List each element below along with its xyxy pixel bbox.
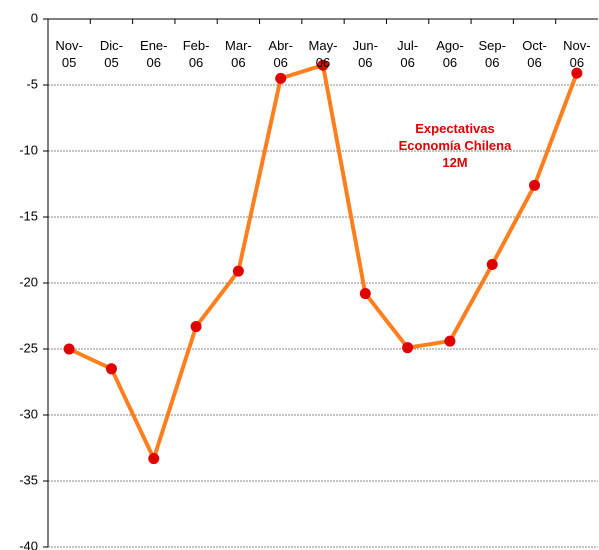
marker — [486, 259, 498, 271]
marker — [148, 453, 160, 465]
y-tick-label: -40 — [19, 538, 38, 550]
marker — [317, 59, 329, 71]
x-tick-label: Dic-05 — [99, 38, 123, 70]
marker — [105, 363, 117, 375]
x-tick-label: Abr-06 — [268, 38, 293, 70]
x-tick-label: Mar-06 — [225, 38, 252, 70]
x-tick-label: Jul-06 — [397, 38, 419, 70]
x-tick-label: Nov-05 — [55, 38, 83, 70]
marker — [232, 265, 244, 277]
y-tick-label: -35 — [19, 472, 38, 487]
marker — [529, 179, 541, 191]
marker — [571, 67, 583, 79]
x-tick-label: Jun-06 — [352, 38, 378, 70]
marker — [402, 342, 414, 354]
y-tick-label: 0 — [31, 10, 38, 25]
x-tick-label: Oct-06 — [522, 38, 547, 70]
marker — [275, 72, 287, 84]
y-tick-label: -25 — [19, 340, 38, 355]
y-tick-label: -30 — [19, 406, 38, 421]
y-tick-label: -20 — [19, 274, 38, 289]
x-tick-label: Ene-06 — [140, 38, 168, 70]
marker — [63, 343, 75, 355]
x-tick-label: Ago-06 — [436, 38, 464, 70]
annotation: Expectativas Economía Chilena 12M — [398, 121, 512, 170]
marker — [359, 288, 371, 300]
marker — [444, 335, 456, 347]
x-tick-label: Sep-06 — [478, 38, 506, 70]
y-tick-label: -5 — [26, 76, 38, 91]
y-tick-label: -10 — [19, 142, 38, 157]
marker — [190, 321, 202, 333]
x-tick-label: May-06 — [308, 38, 338, 70]
x-tick-label: Nov-06 — [563, 38, 591, 70]
x-tick-label: Feb-06 — [182, 38, 210, 70]
y-tick-label: -15 — [19, 208, 38, 223]
